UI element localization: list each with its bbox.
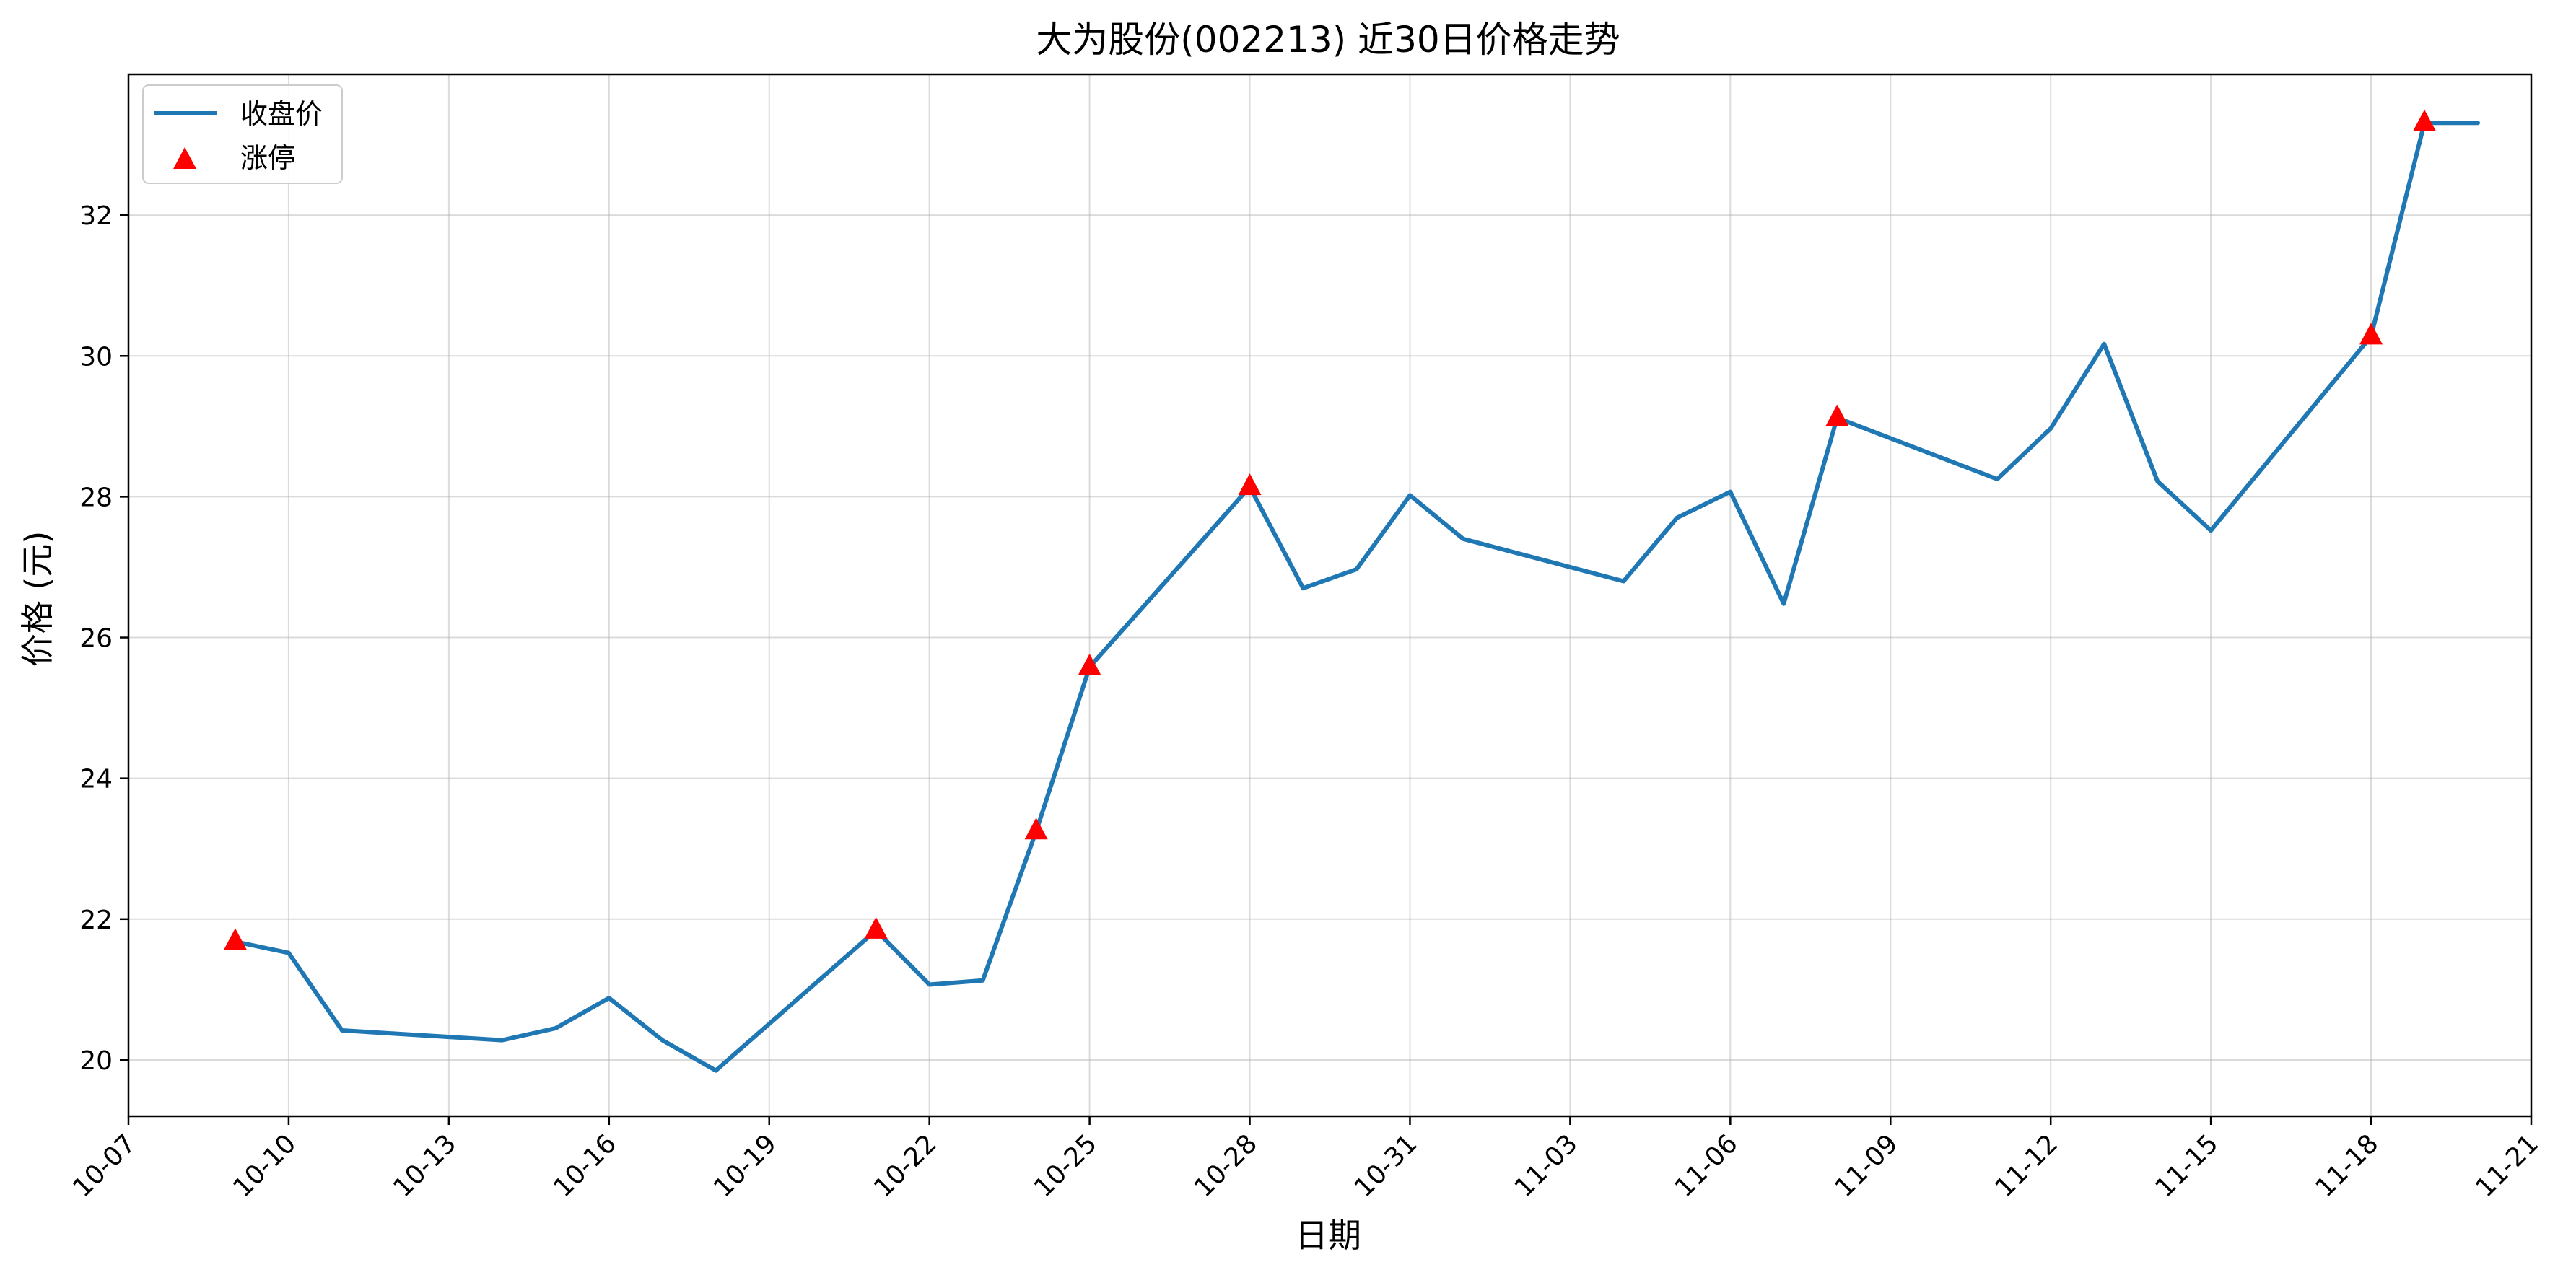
x-tick-label: 11-03: [1509, 1129, 1584, 1203]
y-tick-label: 30: [79, 342, 113, 372]
chart-title: 大为股份(002213) 近30日价格走势: [1036, 19, 1620, 61]
x-tick-label: 11-12: [1990, 1129, 2064, 1203]
limit-up-marker: [864, 916, 888, 939]
x-tick-label: 10-19: [708, 1129, 782, 1203]
x-tick-label: 10-10: [227, 1129, 302, 1203]
y-tick-label: 24: [79, 765, 113, 794]
x-tick-label: 10-25: [1029, 1129, 1103, 1203]
limit-up-marker: [2359, 323, 2383, 345]
axes-layer: 10-07 10-10 10-13 10-16 10-19 10-22 10-25 10-28…: [67, 73, 2544, 1203]
x-tick-label: 11-06: [1669, 1129, 1744, 1203]
limit-up-marker: [223, 928, 247, 950]
y-tick-label: 28: [79, 483, 113, 512]
y-tick-label: 22: [79, 906, 113, 935]
series-layer: [223, 109, 2480, 1073]
y-axis-label: 价格 (元): [18, 531, 57, 667]
x-tick-label: 10-31: [1349, 1129, 1423, 1203]
limit-up-marker: [1238, 473, 1262, 496]
x-tick-label: 10-07: [67, 1129, 141, 1203]
limit-up-marker: [1825, 404, 1849, 426]
close-price-line: [233, 121, 2480, 1073]
y-tick-label: 26: [79, 624, 113, 654]
legend-box: [142, 84, 343, 184]
x-tick-label: 11-15: [2150, 1129, 2224, 1203]
legend-triangle-swatch: [173, 147, 196, 169]
plot-frame: [127, 73, 2533, 1118]
x-tick-label: 10-28: [1189, 1129, 1263, 1203]
y-tick-label: 32: [79, 201, 113, 231]
x-tick-label: 11-21: [2470, 1129, 2544, 1203]
limit-up-marker: [1024, 818, 1048, 840]
x-tick-label: 10-13: [388, 1129, 462, 1203]
legend-label-close: 收盘价: [240, 98, 323, 130]
x-axis-label: 日期: [1295, 1216, 1361, 1255]
limit-up-marker: [2413, 109, 2437, 131]
legend: 收盘价 涨停: [142, 84, 343, 184]
grid-layer: [128, 74, 2532, 1116]
x-tick-label: 10-22: [868, 1129, 943, 1203]
x-tick-label: 11-18: [2310, 1129, 2384, 1203]
x-tick-label: 11-09: [1830, 1129, 1904, 1203]
y-tick-label: 20: [79, 1046, 113, 1076]
legend-label-limit-up: 涨停: [240, 142, 295, 174]
limit-up-marker: [1078, 653, 1101, 675]
x-tick-label: 10-16: [548, 1129, 622, 1203]
